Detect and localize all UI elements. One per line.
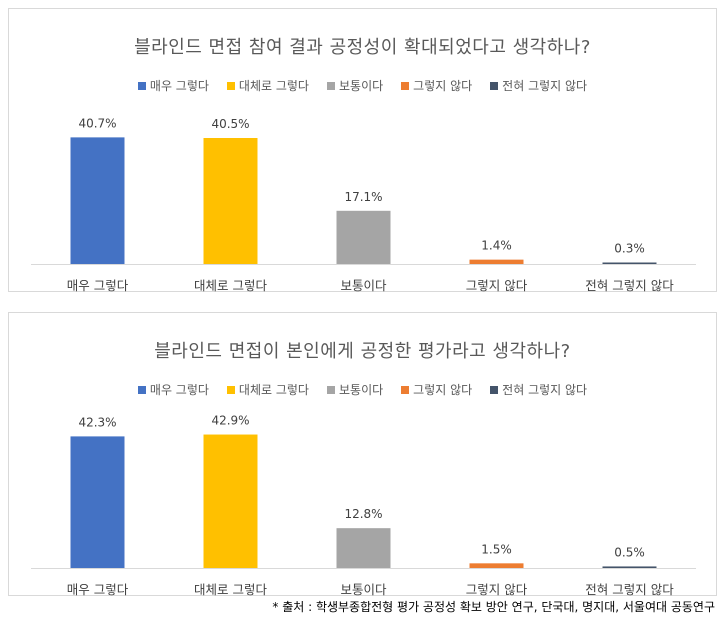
bar (336, 528, 391, 568)
x-tick-label: 보통이다 (340, 582, 387, 597)
legend-label: 대체로 그렇다 (238, 383, 309, 397)
legend-swatch (401, 385, 410, 394)
legend-swatch (137, 81, 146, 90)
legend-label: 보통이다 (338, 383, 384, 397)
bar (203, 138, 258, 264)
data-label: 0.5% (614, 545, 645, 559)
chart-title: 블라인드 면접 참여 결과 공정성이 확대되었다고 생각하나? (134, 37, 591, 58)
legend-swatch (226, 81, 235, 90)
bar (336, 210, 391, 264)
legend-item: 그렇지 않다 (401, 381, 472, 398)
legend-label: 매우 그렇다 (149, 383, 209, 397)
bar (70, 436, 125, 568)
legend-label: 보통이다 (338, 79, 384, 93)
legend-item: 전혀 그렇지 않다 (490, 381, 587, 398)
legend-label: 대체로 그렇다 (238, 79, 309, 93)
legend-swatch (326, 81, 335, 90)
bar (70, 137, 125, 264)
legend-item: 보통이다 (326, 381, 384, 398)
x-tick-label: 그렇지 않다 (466, 278, 528, 293)
data-label: 1.4% (481, 239, 512, 253)
legend-swatch (490, 385, 499, 394)
legend-item: 전혀 그렇지 않다 (490, 77, 587, 94)
data-label: 42.3% (78, 415, 116, 429)
legend-item: 대체로 그렇다 (226, 381, 309, 398)
x-tick-label: 그렇지 않다 (466, 582, 528, 597)
legend-label: 전혀 그렇지 않다 (502, 79, 588, 93)
data-label: 40.7% (78, 116, 116, 130)
legend-label: 전혀 그렇지 않다 (502, 383, 588, 397)
bar (602, 566, 657, 568)
bar (602, 262, 657, 264)
legend-item: 보통이다 (326, 77, 384, 94)
legend-label: 그렇지 않다 (413, 79, 473, 93)
legend-swatch (326, 385, 335, 394)
legend-label: 그렇지 않다 (413, 383, 473, 397)
chart-plot: 42.3% 매우 그렇다 42.9% 대체로 그렇다 12.8% 보통이다 1.5% 그렇지 … (31, 414, 696, 597)
x-tick-label: 매우 그렇다 (67, 278, 129, 293)
legend-item: 대체로 그렇다 (226, 77, 309, 94)
legend-item: 매우 그렇다 (137, 381, 209, 398)
data-label: 17.1% (344, 190, 382, 204)
data-label: 40.5% (211, 117, 249, 131)
legend-swatch (401, 81, 410, 90)
legend-item: 매우 그렇다 (137, 77, 209, 94)
data-label: 12.8% (344, 507, 382, 521)
chart-legend: 매우 그렇다 대체로 그렇다 보통이다 그렇지 않다 전혀 그렇지 않다 (9, 77, 716, 94)
x-tick-label: 대체로 그렇다 (194, 278, 267, 293)
source-note: * 출처 : 학생부종합전형 평가 공정성 확보 방안 연구, 단국대, 명지대… (272, 600, 715, 614)
bar (469, 259, 524, 264)
data-label: 0.3% (614, 242, 645, 256)
legend-label: 매우 그렇다 (149, 79, 209, 93)
x-tick-label: 전혀 그렇지 않다 (585, 278, 674, 293)
chart-legend: 매우 그렇다 대체로 그렇다 보통이다 그렇지 않다 전혀 그렇지 않다 (9, 381, 716, 398)
bar (203, 434, 258, 568)
x-tick-label: 매우 그렇다 (67, 582, 129, 597)
x-tick-label: 보통이다 (340, 278, 387, 293)
legend-item: 그렇지 않다 (401, 77, 472, 94)
legend-swatch (137, 385, 146, 394)
chart-title: 블라인드 면접이 본인에게 공정한 평가라고 생각하나? (154, 341, 571, 362)
x-tick-label: 대체로 그렇다 (194, 582, 267, 597)
legend-swatch (490, 81, 499, 90)
data-label: 1.5% (481, 542, 512, 556)
data-label: 42.9% (211, 414, 249, 428)
legend-swatch (226, 385, 235, 394)
x-tick-label: 전혀 그렇지 않다 (585, 582, 674, 597)
chart-plot: 40.7% 매우 그렇다 40.5% 대체로 그렇다 17.1% 보통이다 1.4% 그렇지 … (31, 116, 696, 293)
bar (469, 563, 524, 568)
